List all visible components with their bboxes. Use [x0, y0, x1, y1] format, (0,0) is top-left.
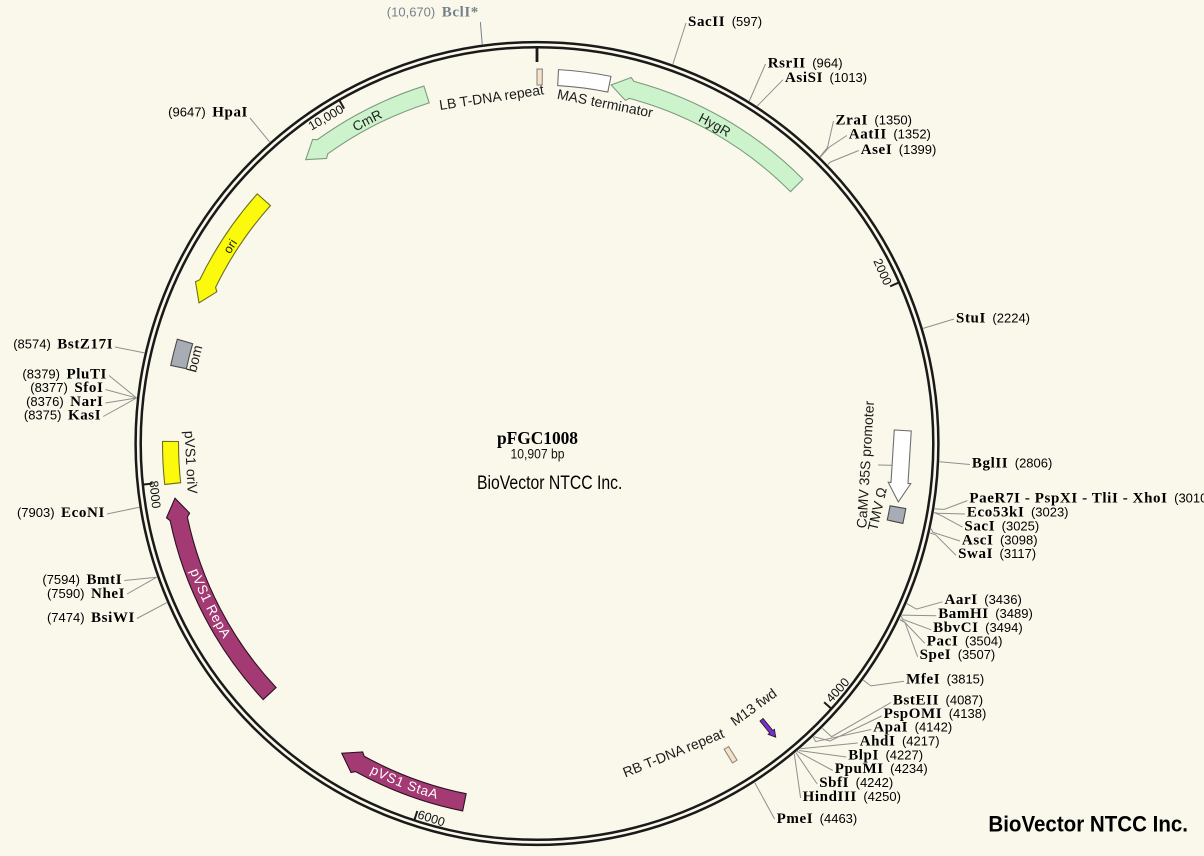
- svg-text:(10,670) BclI*: (10,670) BclI*: [387, 4, 479, 20]
- svg-text:bom: bom: [183, 343, 205, 373]
- svg-text:ZraI (1350): ZraI (1350): [836, 113, 912, 129]
- svg-text:(8376) NarI: (8376) NarI: [26, 394, 103, 410]
- svg-text:(8375) KasI: (8375) KasI: [24, 408, 101, 424]
- svg-text:(8379) PluTI: (8379) PluTI: [22, 366, 107, 382]
- svg-text:BioVector NTCC Inc.: BioVector NTCC Inc.: [988, 812, 1188, 837]
- svg-text:BlpI (4227): BlpI (4227): [848, 748, 923, 764]
- svg-text:BamHI (3489): BamHI (3489): [938, 606, 1033, 622]
- svg-text:PmeI (4463): PmeI (4463): [777, 811, 858, 827]
- svg-text:AatII (1352): AatII (1352): [849, 127, 931, 143]
- svg-text:BglII (2806): BglII (2806): [972, 455, 1052, 471]
- svg-text:MfeI (3815): MfeI (3815): [906, 671, 984, 687]
- svg-text:8000: 8000: [146, 480, 163, 509]
- svg-text:HindIII (4250): HindIII (4250): [803, 789, 901, 805]
- svg-text:pFGC1008: pFGC1008: [497, 428, 578, 448]
- svg-text:AsiSI (1013): AsiSI (1013): [785, 70, 867, 86]
- svg-text:AarI (3436): AarI (3436): [945, 592, 1022, 608]
- svg-text:Eco53kI (3023): Eco53kI (3023): [967, 505, 1069, 521]
- svg-text:ApaI (4142): ApaI (4142): [873, 720, 952, 736]
- svg-text:(8377) SfoI: (8377) SfoI: [30, 380, 103, 396]
- svg-text:PacI (3504): PacI (3504): [927, 634, 1003, 650]
- svg-text:10,907 bp: 10,907 bp: [511, 445, 565, 461]
- svg-text:(7474) BsiWI: (7474) BsiWI: [47, 610, 135, 626]
- svg-text:StuI (2224): StuI (2224): [956, 310, 1030, 326]
- svg-text:ori: ori: [221, 237, 240, 256]
- svg-text:(7590) NheI: (7590) NheI: [47, 586, 125, 602]
- svg-text:AseI (1399): AseI (1399): [861, 142, 937, 158]
- svg-text:AscI (3098): AscI (3098): [962, 532, 1038, 548]
- svg-text:(8574) BstZ17I: (8574) BstZ17I: [13, 337, 113, 353]
- svg-text:SacII (597): SacII (597): [688, 14, 762, 30]
- svg-text:BbvCI (3494): BbvCI (3494): [933, 620, 1023, 636]
- svg-text:(7594) BmtI: (7594) BmtI: [42, 572, 122, 588]
- svg-text:CaMV 35S promoter: CaMV 35S promoter: [853, 400, 877, 529]
- svg-text:RsrII (964): RsrII (964): [768, 55, 843, 71]
- svg-text:SacI (3025): SacI (3025): [964, 518, 1039, 534]
- svg-text:AhdI (4217): AhdI (4217): [860, 734, 940, 750]
- svg-text:SwaI (3117): SwaI (3117): [958, 546, 1036, 562]
- svg-text:BioVector NTCC Inc.: BioVector NTCC Inc.: [477, 473, 622, 494]
- svg-text:BstEII (4087): BstEII (4087): [893, 693, 983, 709]
- svg-text:(7903) EcoNI: (7903) EcoNI: [17, 505, 105, 521]
- svg-text:PaeR7I - PspXI - TliI - XhoI (: PaeR7I - PspXI - TliI - XhoI (3010): [969, 491, 1204, 507]
- svg-text:SpeI (3507): SpeI (3507): [920, 647, 996, 663]
- svg-text:SbfI (4242): SbfI (4242): [819, 775, 893, 791]
- svg-text:PspOMI (4138): PspOMI (4138): [884, 706, 987, 722]
- svg-text:pVS1 oriV: pVS1 oriV: [182, 430, 201, 494]
- svg-text:(9647) HpaI: (9647) HpaI: [168, 104, 248, 120]
- svg-text:PpuMI (4234): PpuMI (4234): [835, 761, 928, 777]
